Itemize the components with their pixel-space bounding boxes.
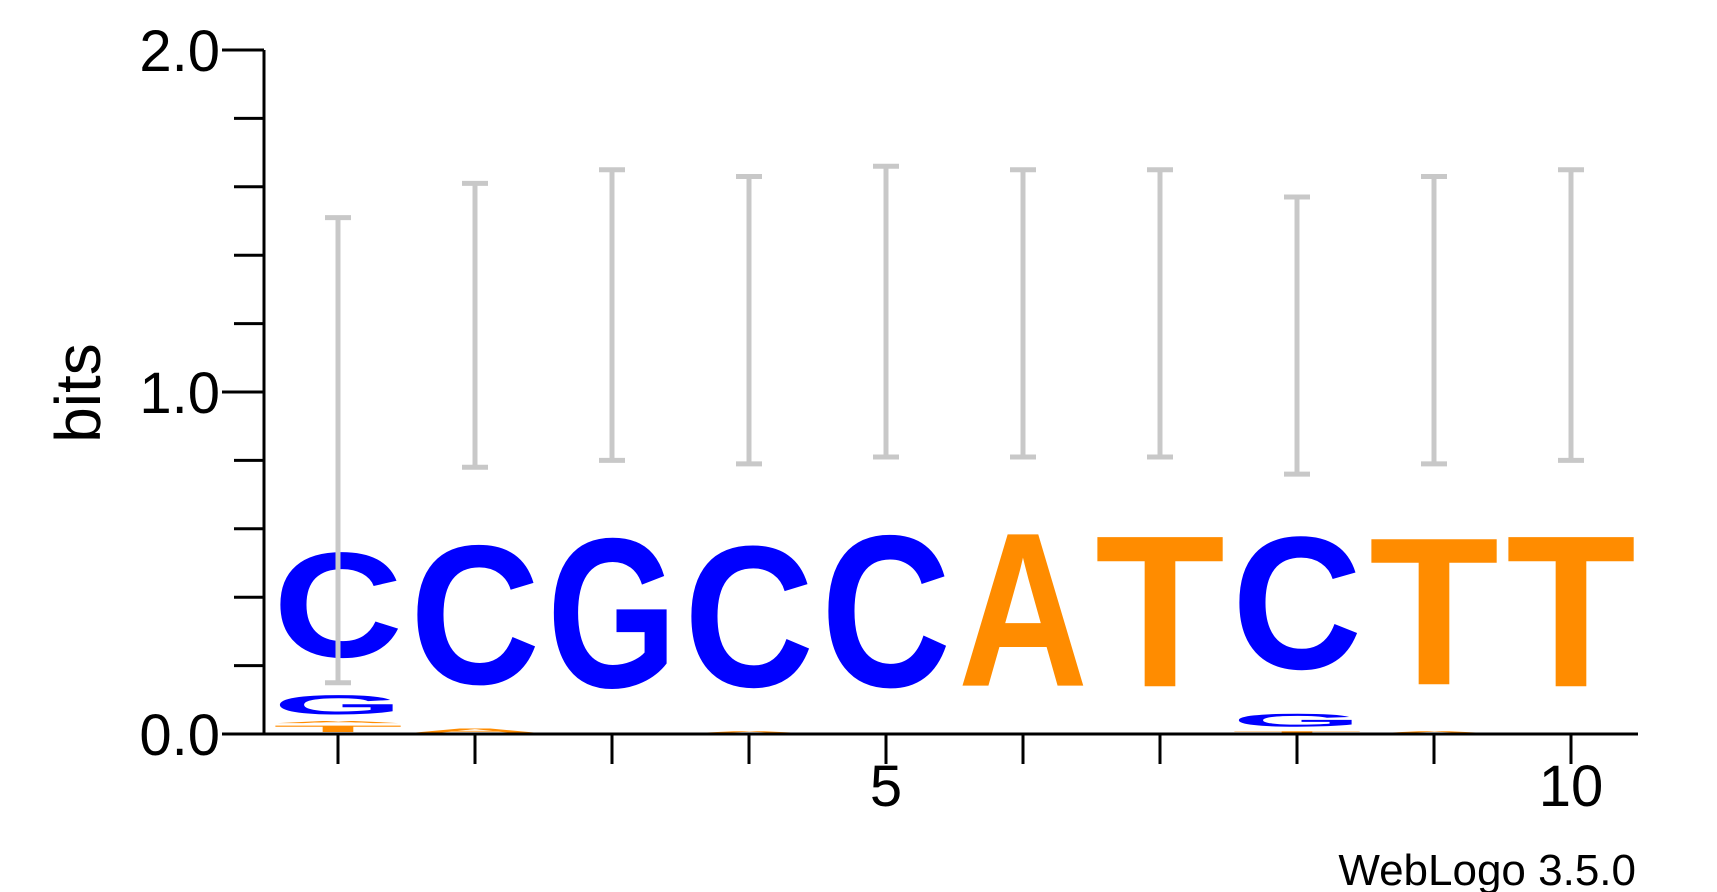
weblogo-credit: WebLogo 3.5.0 [1338, 846, 1636, 892]
logo-letter-G-pos3: G [547, 493, 677, 733]
logo-letter-C-pos2: C [410, 504, 540, 726]
y-tick-label: 0.0 [139, 703, 220, 768]
logo-letter-T-pos10: T [1506, 490, 1636, 732]
logo-letter-G-pos8: G [1232, 710, 1362, 730]
logo-letter-T-pos9: T [1369, 493, 1499, 729]
logo-letter-C-pos5: C [821, 492, 951, 734]
x-tick-label: 10 [1539, 754, 1604, 819]
logo-letter-A-pos4: A [684, 731, 814, 734]
logo-letter-A-pos6: A [958, 486, 1088, 732]
y-tick-label: 1.0 [139, 361, 220, 426]
logo-letter-G-pos1: G [273, 690, 403, 721]
logo-letter-C-pos8: C [1232, 498, 1362, 709]
y-tick-label: 2.0 [139, 19, 220, 84]
x-tick-label: 5 [870, 754, 902, 819]
axes: 0.0 1.0 2.0 5 10 [139, 19, 1638, 819]
y-axis-label: bits [42, 343, 114, 443]
logo-letter-A-pos2: A [410, 727, 540, 734]
logo-letter-A-pos1: A [273, 720, 403, 723]
logo-letter-T-pos8: T [1232, 731, 1362, 734]
logo-letter-T-pos7: T [1095, 490, 1225, 732]
logo-letter-A-pos9: A [1369, 731, 1499, 734]
logo-letter-T-pos1: T [273, 724, 403, 734]
error-bars [325, 163, 1584, 686]
logo-letter-C-pos4: C [684, 505, 814, 730]
